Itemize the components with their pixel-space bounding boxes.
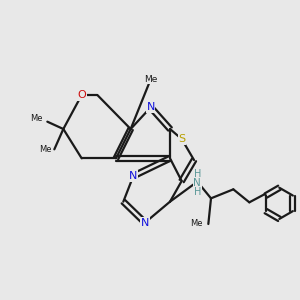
Text: Me: Me <box>144 75 158 84</box>
Text: S: S <box>178 134 185 144</box>
Text: N: N <box>129 171 137 181</box>
Text: Me: Me <box>30 114 43 123</box>
Text: N: N <box>146 102 155 112</box>
Text: Me: Me <box>190 220 202 229</box>
Text: H: H <box>194 169 201 179</box>
Text: N: N <box>141 218 149 228</box>
Text: N: N <box>194 178 201 188</box>
Text: H: H <box>194 187 201 197</box>
Text: Me: Me <box>39 145 51 154</box>
Text: O: O <box>77 90 86 100</box>
